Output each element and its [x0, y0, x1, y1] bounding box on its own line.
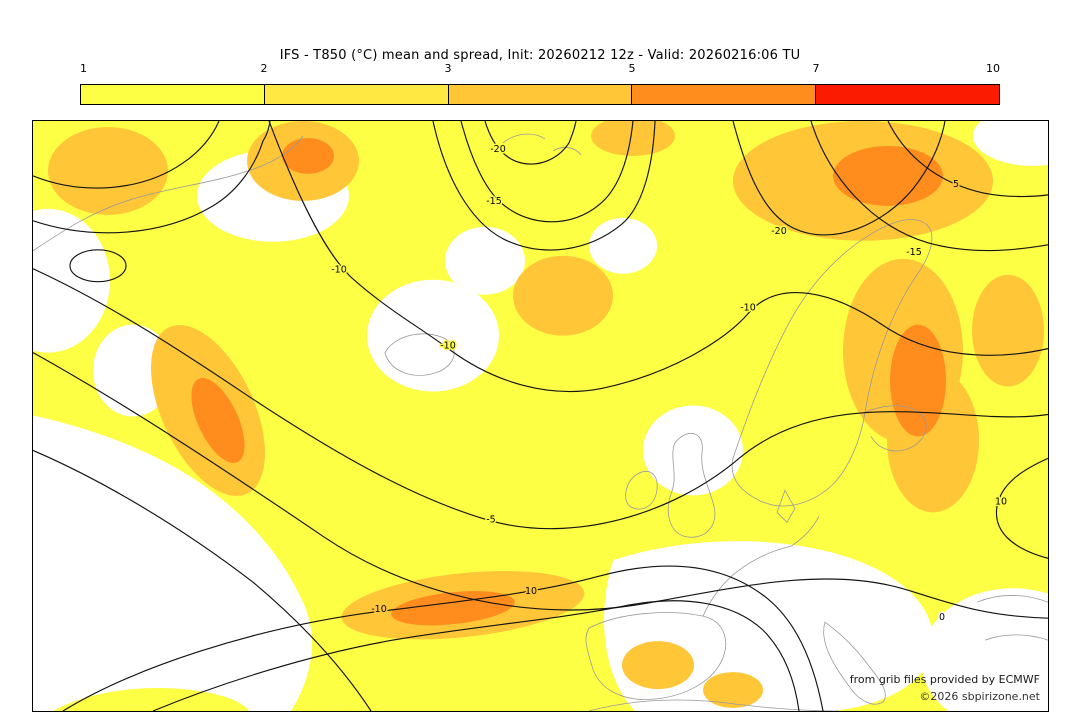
- contour-label: -5: [486, 514, 495, 525]
- colorbar-segment: [632, 85, 817, 104]
- contour-labels: -20 -15 5 -15 -20 -10 -10 -10 -5 -10 10 …: [330, 142, 1009, 624]
- colorbar-ticks: 1 2 3 5 7 10: [80, 62, 1000, 76]
- colorbar-tick: 10: [986, 62, 1000, 75]
- colorbar-tick: 2: [260, 62, 268, 75]
- colorbar-segment: [448, 85, 633, 104]
- spread-low-regions: [33, 121, 1048, 711]
- contour-lines: [33, 121, 1048, 711]
- contour-label: -10: [740, 303, 756, 314]
- map-svg: -20 -15 5 -15 -20 -10 -10 -10 -5 -10 10 …: [33, 121, 1048, 711]
- contour-label: -20: [490, 144, 506, 155]
- colorbar-segment: [264, 85, 449, 104]
- contour-label: 0: [939, 612, 945, 623]
- colorbar-segment: [816, 85, 999, 104]
- spread-yellow-strip: [53, 688, 249, 711]
- contour-label: -15: [486, 196, 502, 207]
- colorbar-tick: 1: [80, 62, 87, 75]
- contour-label: 5: [953, 179, 959, 190]
- contour-label: -15: [906, 247, 922, 258]
- credits-source: from grib files provided by ECMWF: [849, 673, 1040, 686]
- contour-label: -10: [440, 341, 456, 352]
- contour-label: -20: [771, 226, 787, 237]
- contour-label: -10: [331, 265, 347, 276]
- contour-label: -10: [371, 604, 387, 615]
- colorbar-tick: 5: [628, 62, 636, 75]
- spread-shading: [33, 121, 1048, 711]
- colorbar: [80, 84, 1000, 105]
- map-panel: -20 -15 5 -15 -20 -10 -10 -10 -5 -10 10 …: [32, 120, 1049, 712]
- chart-title: IFS - T850 (°C) mean and spread, Init: 2…: [279, 48, 801, 63]
- spread-deep-orange-cores: [191, 137, 946, 626]
- contour-label: 10: [995, 496, 1007, 507]
- contour-label: 10: [525, 586, 537, 597]
- colorbar-segment: [81, 85, 265, 104]
- colorbar-tick: 3: [444, 62, 452, 75]
- credits-copyright: ©2026 sbpirizone.net: [919, 690, 1040, 703]
- colorbar-tick: 7: [812, 62, 820, 75]
